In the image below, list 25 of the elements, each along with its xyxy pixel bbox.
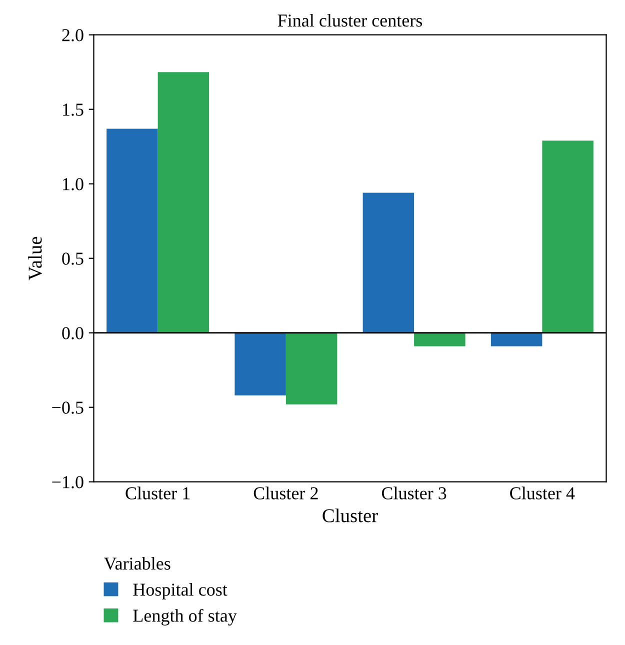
y-tick-label: 0.5 <box>62 252 84 265</box>
legend-label: Length of stay <box>133 608 237 626</box>
bar <box>414 332 466 346</box>
y-tick-label: −0.5 <box>52 402 84 414</box>
x-tick-label: Cluster 1 <box>126 486 190 500</box>
x-axis-title: Cluster <box>322 508 378 522</box>
bar <box>490 332 542 346</box>
bar <box>158 72 210 333</box>
y-axis-title: Value <box>28 236 42 280</box>
x-tick-label: Cluster 4 <box>510 486 575 500</box>
legend-label: Hospital cost <box>133 583 228 600</box>
y-tick-label: 2.0 <box>62 29 84 42</box>
bar <box>234 332 286 396</box>
bar <box>362 192 414 333</box>
x-tick-label: Cluster 3 <box>382 486 446 500</box>
y-tick-label: 1.5 <box>63 104 84 116</box>
y-tick-label: 1.0 <box>63 178 84 190</box>
bar <box>286 332 338 404</box>
chart-title: Final cluster centers <box>278 14 422 27</box>
y-tick-label: −1.0 <box>52 476 84 488</box>
bar <box>542 140 594 333</box>
bar <box>106 128 158 333</box>
legend-title: Variables <box>104 556 170 570</box>
x-tick-label: Cluster 2 <box>254 486 318 500</box>
y-tick-label: 0.0 <box>62 327 84 340</box>
